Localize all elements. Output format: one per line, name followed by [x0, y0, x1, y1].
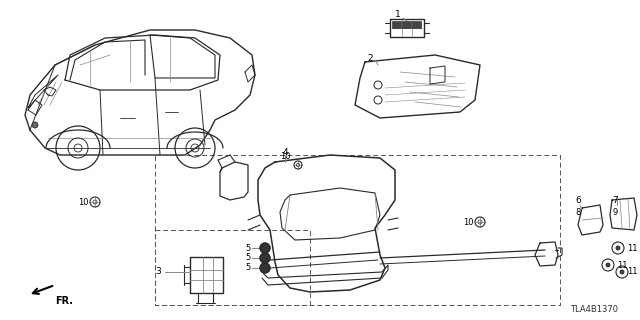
- Circle shape: [260, 263, 270, 273]
- Text: 9: 9: [612, 207, 618, 217]
- Text: 8: 8: [575, 207, 580, 217]
- Text: 4: 4: [282, 148, 288, 156]
- Text: 11: 11: [617, 260, 627, 269]
- Text: 11: 11: [627, 244, 637, 252]
- Text: 6: 6: [575, 196, 581, 204]
- Text: 11: 11: [627, 268, 637, 276]
- Text: 5: 5: [245, 263, 251, 273]
- Text: 10: 10: [463, 218, 473, 227]
- Bar: [402, 21, 411, 28]
- Circle shape: [620, 270, 624, 274]
- Bar: [392, 21, 401, 28]
- Text: 1: 1: [395, 10, 401, 19]
- Circle shape: [606, 263, 610, 267]
- Circle shape: [260, 243, 270, 253]
- Text: TLA4B1370: TLA4B1370: [570, 306, 618, 315]
- Text: 10: 10: [77, 197, 88, 206]
- Text: 5: 5: [245, 244, 251, 252]
- Text: 7: 7: [612, 196, 618, 204]
- Circle shape: [616, 246, 620, 250]
- Circle shape: [32, 122, 38, 128]
- Text: 2: 2: [367, 53, 373, 62]
- Text: 5: 5: [245, 253, 251, 262]
- Bar: [412, 21, 421, 28]
- Circle shape: [260, 253, 270, 263]
- Text: 10: 10: [280, 151, 291, 161]
- Text: FR.: FR.: [55, 296, 73, 306]
- Text: 3: 3: [155, 268, 161, 276]
